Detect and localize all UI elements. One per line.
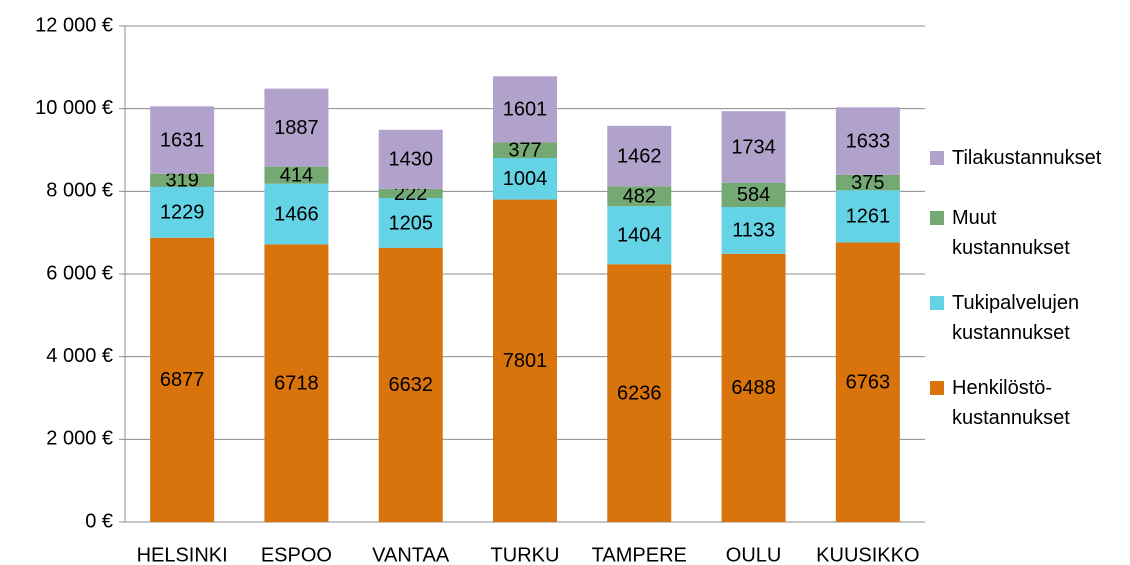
x-tick-label: HELSINKI: [137, 544, 228, 565]
x-tick-label: OULU: [726, 544, 782, 565]
data-label: 1205: [388, 212, 433, 234]
bar-segment: [721, 253, 786, 522]
y-tick-label: 12 000 €: [35, 14, 113, 36]
bar-segment: [835, 190, 900, 243]
bar-segment: [721, 206, 786, 254]
bar-segment: [378, 129, 443, 189]
bar-segment: [493, 76, 557, 143]
data-label: 6632: [388, 374, 433, 396]
data-label: 6236: [617, 382, 662, 404]
bar-segment: [607, 264, 672, 522]
bar-segment: [607, 125, 672, 187]
bar-segment: [378, 247, 443, 523]
data-label: 414: [280, 164, 313, 186]
legend-item: Tukipalvelujen kustannukset: [930, 288, 1079, 348]
bar-segment: [264, 88, 329, 167]
legend-swatch: [930, 296, 944, 310]
bar-segment: [493, 142, 557, 159]
data-label: 6718: [274, 372, 319, 394]
x-tick-label: TAMPERE: [592, 544, 687, 565]
bar-segment: [150, 237, 215, 522]
bar-segment: [264, 166, 329, 184]
data-label: 1462: [617, 145, 662, 167]
bar-segment: [493, 158, 557, 200]
data-label: 7801: [503, 350, 548, 372]
legend-item: Tilakustannukset: [930, 143, 1101, 173]
bar-segment: [607, 186, 672, 207]
bar-segment: [835, 242, 900, 523]
data-label: 1633: [846, 130, 891, 152]
y-tick-label: 8 000 €: [46, 180, 113, 202]
data-label: 1430: [388, 149, 433, 171]
data-label: 377: [508, 140, 541, 162]
data-label: 1887: [274, 117, 319, 139]
y-tick-label: 2 000 €: [46, 428, 113, 450]
y-tick-label: 4 000 €: [46, 345, 113, 367]
bar-segment: [150, 186, 215, 238]
data-label: 1631: [160, 129, 205, 151]
data-label: 1261: [846, 206, 891, 228]
y-tick-label: 0 €: [85, 510, 113, 532]
legend-label: Muut kustannukset: [952, 207, 1070, 259]
bar-segment: [150, 106, 215, 174]
data-label: 6488: [731, 377, 776, 399]
bar-segment: [835, 107, 900, 175]
bar-segment: [721, 182, 786, 207]
legend-swatch: [930, 211, 944, 225]
data-label: 1404: [617, 225, 662, 247]
bar-segment: [493, 199, 557, 523]
x-tick-label: VANTAA: [372, 544, 450, 565]
data-label: 1133: [732, 220, 775, 242]
data-label: 1601: [503, 99, 548, 121]
x-tick-label: TURKU: [491, 544, 560, 565]
legend-item: Muut kustannukset: [930, 203, 1070, 263]
bar-segment: [264, 183, 329, 245]
x-tick-label: ESPOO: [261, 544, 332, 565]
legend-label: Tukipalvelujen kustannukset: [952, 292, 1080, 344]
data-label: 1734: [731, 136, 776, 158]
legend-swatch: [930, 381, 944, 395]
legend-label: Tilakustannukset: [952, 147, 1102, 169]
legend-item: Henkilöstö- kustannukset: [930, 373, 1070, 433]
data-label: 6763: [846, 372, 891, 394]
bar-segment: [835, 174, 900, 191]
legend-swatch: [930, 151, 944, 165]
data-label: 375: [851, 172, 884, 194]
bar-segment: [264, 244, 329, 522]
data-label: 319: [165, 170, 198, 192]
data-label: 1004: [503, 168, 548, 190]
data-label: 6877: [160, 369, 205, 391]
legend-label: Henkilöstö- kustannukset: [952, 377, 1070, 429]
bar-segment: [150, 173, 215, 187]
bar-segment: [378, 188, 443, 199]
bar-segment: [607, 206, 672, 265]
bar-segment: [721, 111, 786, 183]
data-label: 584: [737, 184, 770, 206]
x-tick-label: KUUSIKKO: [816, 544, 919, 565]
y-tick-label: 6 000 €: [46, 262, 113, 284]
data-label: 1466: [274, 203, 319, 225]
y-tick-label: 10 000 €: [35, 97, 113, 119]
data-label: 482: [623, 186, 656, 208]
data-label: 1229: [160, 202, 205, 224]
bar-segment: [378, 198, 443, 248]
